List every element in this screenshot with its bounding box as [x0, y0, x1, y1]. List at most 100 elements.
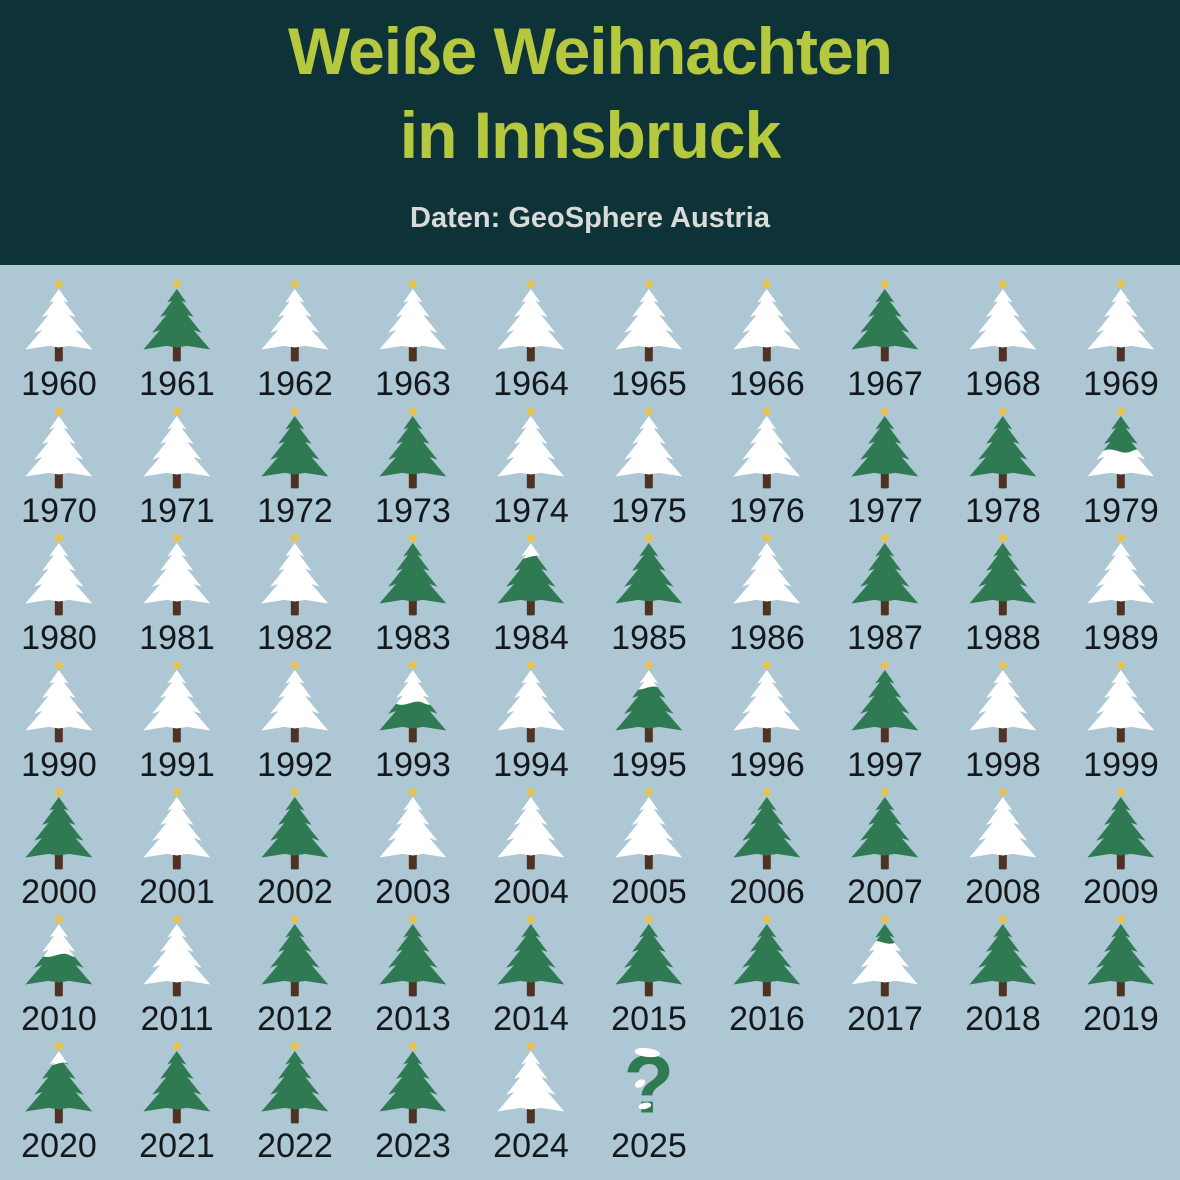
year-cell-1981: 1981 [118, 531, 236, 658]
year-cell-1974: 1974 [472, 404, 590, 531]
christmas-tree-icon [143, 405, 211, 489]
year-cell-1978: 1978 [944, 404, 1062, 531]
year-label: 1986 [729, 619, 805, 657]
year-label: 1984 [493, 619, 569, 657]
christmas-tree-icon [1087, 786, 1155, 870]
christmas-tree-icon [615, 786, 683, 870]
year-label: 1981 [139, 619, 215, 657]
christmas-tree-icon [969, 786, 1037, 870]
christmas-tree-icon [25, 786, 93, 870]
christmas-tree-icon [261, 1040, 329, 1124]
year-label: 2016 [729, 1000, 805, 1038]
year-label: 2011 [140, 1000, 214, 1038]
christmas-tree-icon [851, 786, 919, 870]
christmas-tree-icon [25, 278, 93, 362]
christmas-tree-icon [851, 405, 919, 489]
christmas-tree-icon [261, 659, 329, 743]
year-cell-1995: 1995 [590, 658, 708, 785]
year-cell-1971: 1971 [118, 404, 236, 531]
year-cell-1992: 1992 [236, 658, 354, 785]
year-cell-2001: 2001 [118, 785, 236, 912]
year-label: 1977 [847, 492, 923, 530]
year-cell-2021: 2021 [118, 1039, 236, 1166]
christmas-tree-icon [379, 786, 447, 870]
christmas-tree-icon [1087, 532, 1155, 616]
year-label: 2023 [375, 1127, 451, 1165]
year-cell-2000: 2000 [0, 785, 118, 912]
christmas-tree-icon [733, 278, 801, 362]
year-cell-1980: 1980 [0, 531, 118, 658]
christmas-tree-icon [143, 913, 211, 997]
year-cell-1998: 1998 [944, 658, 1062, 785]
title-line-1: Weiße Weihnachten [287, 14, 893, 88]
year-cell-1972: 1972 [236, 404, 354, 531]
christmas-tree-icon [969, 532, 1037, 616]
christmas-tree-icon [143, 532, 211, 616]
year-label: 2018 [965, 1000, 1041, 1038]
year-label: 1989 [1083, 619, 1159, 657]
year-label: 2001 [139, 873, 215, 911]
year-label: 2006 [729, 873, 805, 911]
christmas-tree-icon [851, 278, 919, 362]
year-label: 1973 [375, 492, 451, 530]
year-cell-2024: 2024 [472, 1039, 590, 1166]
year-cell-1977: 1977 [826, 404, 944, 531]
christmas-tree-icon [851, 532, 919, 616]
christmas-tree-icon [969, 278, 1037, 362]
year-cell-2005: 2005 [590, 785, 708, 912]
christmas-tree-icon [143, 786, 211, 870]
year-label: 2025 [611, 1127, 687, 1165]
header-banner: Weiße Weihnachten in Innsbruck Daten: Geo… [0, 0, 1180, 265]
year-cell-1962: 1962 [236, 277, 354, 404]
year-label: 1990 [21, 746, 97, 784]
christmas-tree-icon [497, 1040, 565, 1124]
data-source-subtitle: Daten: GeoSphere Austria [410, 201, 770, 234]
year-cell-2025: ? 2025 [590, 1039, 708, 1166]
year-label: 2019 [1083, 1000, 1159, 1038]
year-label: 1979 [1083, 492, 1159, 530]
christmas-tree-icon [379, 913, 447, 997]
year-cell-1965: 1965 [590, 277, 708, 404]
christmas-tree-icon [25, 659, 93, 743]
year-cell-1991: 1991 [118, 658, 236, 785]
year-label: 1967 [847, 365, 923, 403]
year-cell-2016: 2016 [708, 912, 826, 1039]
year-label: 2009 [1083, 873, 1159, 911]
page-title: Weiße Weihnachten in Innsbruck [287, 10, 893, 178]
christmas-tree-icon [379, 1040, 447, 1124]
year-label: 1998 [965, 746, 1041, 784]
year-cell-2008: 2008 [944, 785, 1062, 912]
year-cell-2003: 2003 [354, 785, 472, 912]
christmas-tree-icon [497, 405, 565, 489]
year-cell-1967: 1967 [826, 277, 944, 404]
year-label: 2012 [257, 1000, 333, 1038]
christmas-tree-icon [25, 405, 93, 489]
year-label: 2007 [847, 873, 923, 911]
year-cell-1984: 1984 [472, 531, 590, 658]
year-cell-2017: 2017 [826, 912, 944, 1039]
year-label: 1995 [611, 746, 687, 784]
year-cell-1996: 1996 [708, 658, 826, 785]
year-cell-2012: 2012 [236, 912, 354, 1039]
year-label: 2003 [375, 873, 451, 911]
year-label: 1972 [257, 492, 333, 530]
christmas-tree-icon [143, 278, 211, 362]
christmas-tree-icon [733, 786, 801, 870]
year-cell-1970: 1970 [0, 404, 118, 531]
christmas-tree-icon [497, 659, 565, 743]
year-cell-1988: 1988 [944, 531, 1062, 658]
year-cell-1973: 1973 [354, 404, 472, 531]
year-cell-1976: 1976 [708, 404, 826, 531]
year-label: 2015 [611, 1000, 687, 1038]
year-label: 1978 [965, 492, 1041, 530]
christmas-tree-icon [615, 278, 683, 362]
christmas-tree-icon [379, 659, 447, 743]
christmas-tree-icon [379, 278, 447, 362]
year-cell-1989: 1989 [1062, 531, 1180, 658]
year-label: 2022 [257, 1127, 333, 1165]
year-label: 2000 [21, 873, 97, 911]
year-label: 1987 [847, 619, 923, 657]
christmas-tree-icon [733, 913, 801, 997]
christmas-tree-icon [733, 405, 801, 489]
year-label: 1983 [375, 619, 451, 657]
